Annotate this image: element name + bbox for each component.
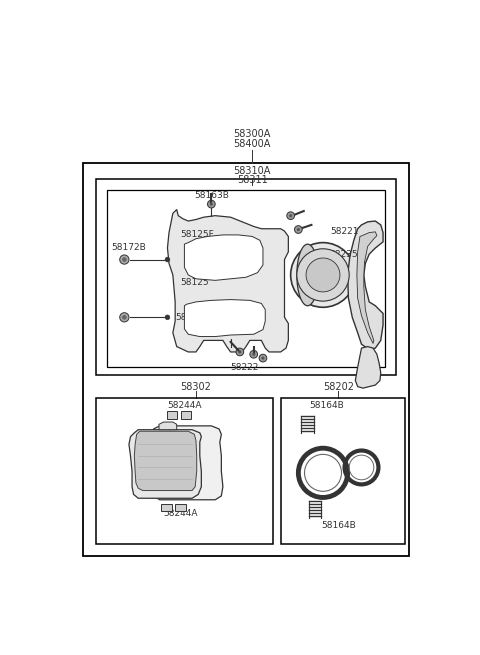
Text: 58164B: 58164B — [310, 402, 344, 410]
Polygon shape — [161, 504, 172, 512]
Circle shape — [122, 257, 127, 262]
Polygon shape — [348, 221, 383, 350]
Text: 58300A: 58300A — [233, 129, 271, 139]
Bar — [96, 398, 273, 544]
Text: 58172B: 58172B — [111, 244, 146, 252]
Text: 58163B: 58163B — [175, 313, 210, 322]
Circle shape — [250, 350, 258, 358]
Circle shape — [252, 353, 255, 356]
Polygon shape — [168, 411, 177, 419]
Circle shape — [287, 212, 295, 219]
Circle shape — [262, 356, 264, 360]
Text: 58302: 58302 — [180, 382, 211, 392]
Text: 58235B: 58235B — [329, 250, 364, 259]
Circle shape — [289, 214, 292, 217]
Bar — [83, 163, 409, 556]
Text: 58310A: 58310A — [233, 166, 271, 176]
Circle shape — [238, 350, 241, 354]
Circle shape — [306, 258, 340, 292]
Text: 58163B: 58163B — [195, 191, 229, 200]
Bar — [281, 398, 406, 544]
Circle shape — [291, 242, 355, 307]
Circle shape — [297, 249, 349, 301]
Text: 58125F: 58125F — [180, 230, 214, 238]
Polygon shape — [134, 431, 197, 491]
Text: 58125: 58125 — [180, 278, 209, 287]
Text: 58244A: 58244A — [167, 402, 202, 410]
Circle shape — [295, 226, 302, 233]
Text: 58400A: 58400A — [233, 139, 271, 149]
Circle shape — [236, 348, 244, 356]
Ellipse shape — [297, 244, 318, 306]
Text: 58164B: 58164B — [321, 521, 356, 530]
Polygon shape — [357, 232, 377, 343]
Polygon shape — [159, 422, 177, 430]
Text: 58222: 58222 — [230, 363, 259, 372]
Polygon shape — [151, 426, 223, 500]
Polygon shape — [181, 411, 191, 419]
Text: 58202: 58202 — [323, 382, 354, 392]
Bar — [96, 179, 396, 375]
Polygon shape — [168, 210, 288, 352]
Text: 58221: 58221 — [331, 227, 359, 236]
Polygon shape — [355, 346, 381, 388]
Polygon shape — [184, 299, 265, 337]
Polygon shape — [184, 235, 263, 280]
Polygon shape — [129, 430, 201, 498]
Circle shape — [120, 312, 129, 322]
Polygon shape — [175, 504, 186, 512]
Text: 58311: 58311 — [237, 176, 267, 185]
Circle shape — [207, 200, 215, 208]
Circle shape — [120, 255, 129, 264]
Text: 58244A: 58244A — [163, 509, 198, 518]
Circle shape — [297, 228, 300, 231]
Bar — [108, 190, 384, 367]
Circle shape — [165, 257, 170, 262]
Circle shape — [165, 315, 170, 320]
Circle shape — [259, 354, 267, 362]
Circle shape — [122, 315, 127, 320]
Circle shape — [210, 202, 213, 206]
